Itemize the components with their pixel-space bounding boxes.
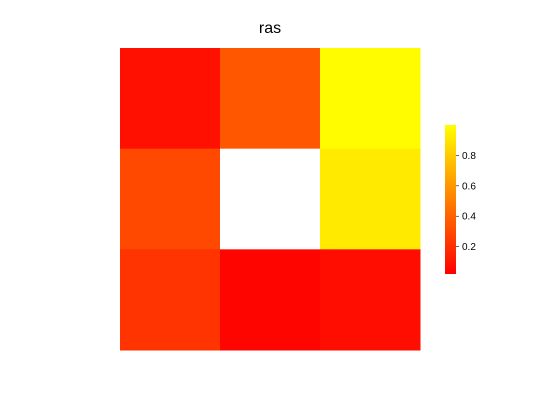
colorbar-tick-label: 0.8 xyxy=(462,151,476,162)
colorbar-ticks: 0.2 0.4 0.6 0.8 xyxy=(456,151,476,253)
heatmap-cell-r2-c2 xyxy=(320,249,421,351)
heatmap-cell-r1-c1 xyxy=(220,148,321,250)
heatmap-cells xyxy=(120,48,421,351)
colorbar-tick-label: 0.6 xyxy=(462,181,476,192)
heatmap-cell-r1-c2 xyxy=(320,148,421,250)
colorbar: 0.2 0.4 0.6 0.8 xyxy=(445,125,476,274)
colorbar-tick-label: 0.2 xyxy=(462,242,476,253)
heatmap-cell-r1-c0 xyxy=(120,148,221,250)
heatmap-cell-r2-c0 xyxy=(120,249,221,351)
heatmap-cell-r2-c1 xyxy=(220,249,321,351)
colorbar-tick-label: 0.4 xyxy=(462,212,476,223)
heatmap-cell-r0-c0 xyxy=(120,48,221,150)
heatmap-cell-r0-c1 xyxy=(220,48,321,150)
colorbar-gradient xyxy=(445,125,456,274)
heatmap-cell-r0-c2 xyxy=(320,48,421,150)
chart-title: ras xyxy=(259,20,281,37)
